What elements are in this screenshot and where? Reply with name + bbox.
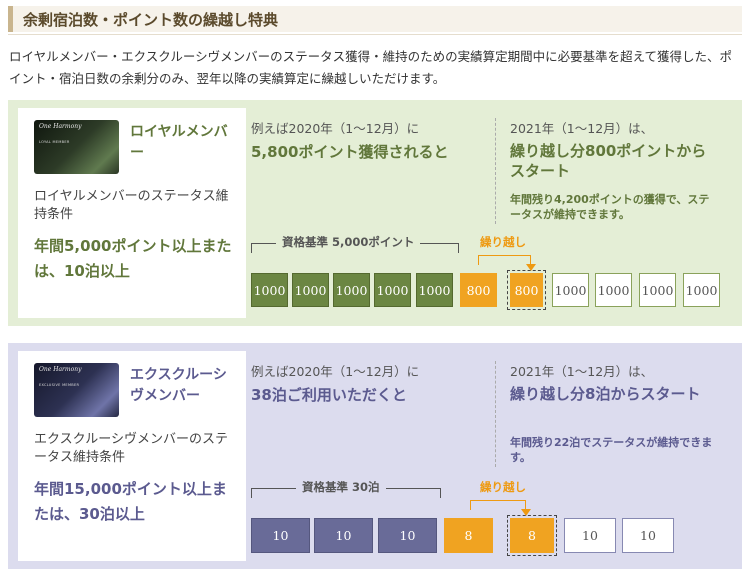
night-box-2021: 10 — [564, 518, 616, 553]
night-box-2020: 10 — [251, 518, 310, 553]
next-year-sub: 年間残り22泊でステータスが維持できます。 — [510, 436, 713, 464]
point-box-2020: 1000 — [292, 273, 329, 307]
carried-box: 8 — [507, 515, 557, 556]
carry-label: 繰り越し — [480, 480, 526, 494]
point-box-2020: 1000 — [416, 273, 453, 307]
card-logo: One Harmony — [39, 366, 82, 373]
night-box-2021: 10 — [622, 518, 674, 553]
night-box-2020: 10 — [378, 518, 437, 553]
next-year-main: 繰り越し分8泊からスタート — [510, 385, 701, 403]
card-subtitle: EXCLUSIVE MEMBER — [39, 383, 80, 387]
exclusive-card-image: One Harmony EXCLUSIVE MEMBER — [34, 363, 119, 417]
point-box-2020: 1000 — [374, 273, 411, 307]
exclusive-card-box: One Harmony EXCLUSIVE MEMBER エクスクルーシヴメンバ… — [18, 351, 246, 561]
point-box-2020: 1000 — [333, 273, 370, 307]
point-box-2020: 1000 — [251, 273, 288, 307]
carry-arrow-icon — [526, 264, 536, 271]
royal-card-box: One Harmony LOYAL MEMBER ロイヤルメンバー ロイヤルメン… — [18, 108, 246, 318]
carried-box: 800 — [507, 270, 546, 310]
carry-label: 繰り越し — [480, 235, 526, 249]
surplus-box: 800 — [460, 273, 497, 307]
example-label: 例えば2020年（1〜12月）に — [251, 121, 420, 136]
royal-card-image: One Harmony LOYAL MEMBER — [34, 120, 119, 174]
example-main: 38泊ご利用いただくと — [251, 386, 407, 404]
requirement-text: 年間15,000ポイント以上または、30泊以上 — [34, 480, 227, 523]
carry-arrow-line — [470, 500, 526, 510]
member-name: エクスクルーシヴメンバー — [130, 367, 227, 404]
condition-label: ロイヤルメンバーのステータス維持条件 — [34, 189, 229, 222]
card-subtitle: LOYAL MEMBER — [39, 140, 70, 144]
night-box-2020: 10 — [314, 518, 373, 553]
divider — [495, 361, 496, 467]
surplus-box: 8 — [444, 518, 493, 553]
point-box-2021: 1000 — [595, 273, 632, 307]
point-box-2021: 1000 — [639, 273, 676, 307]
member-name: ロイヤルメンバー — [130, 124, 228, 161]
next-year-main: 繰り越し分800ポイントからスタート — [510, 142, 707, 180]
divider — [495, 118, 496, 224]
point-box-2021: 1000 — [683, 273, 720, 307]
intro-text: ロイヤルメンバー・エクスクルーシヴメンバーのステータス獲得・維持のための実績算定… — [9, 49, 733, 86]
card-logo: One Harmony — [39, 123, 82, 130]
next-year-sub: 年間残り4,200ポイントの獲得で、ステータスが維持できます。 — [510, 193, 710, 221]
next-year-label: 2021年（1〜12月）は、 — [510, 364, 654, 379]
example-main: 5,800ポイント獲得されると — [251, 143, 449, 161]
condition-label: エクスクルーシヴメンバーのステータス維持条件 — [34, 432, 228, 465]
requirement-text: 年間5,000ポイント以上または、10泊以上 — [34, 237, 232, 280]
bracket-label: 資格基準 30泊 — [296, 479, 386, 495]
royal-member-panel: One Harmony LOYAL MEMBER ロイヤルメンバー ロイヤルメン… — [8, 100, 742, 326]
heading-rule — [8, 34, 742, 35]
section-heading: 余剰宿泊数・ポイント数の繰越し特典 — [8, 6, 742, 32]
carry-arrow-icon — [521, 509, 531, 516]
exclusive-member-panel: One Harmony EXCLUSIVE MEMBER エクスクルーシヴメンバ… — [8, 343, 742, 569]
example-label: 例えば2020年（1〜12月）に — [251, 364, 420, 379]
next-year-label: 2021年（1〜12月）は、 — [510, 121, 654, 136]
bracket-label: 資格基準 5,000ポイント — [276, 234, 421, 250]
carry-arrow-line — [478, 255, 531, 265]
section-title: 余剰宿泊数・ポイント数の繰越し特典 — [23, 11, 279, 29]
point-box-2021: 1000 — [552, 273, 589, 307]
